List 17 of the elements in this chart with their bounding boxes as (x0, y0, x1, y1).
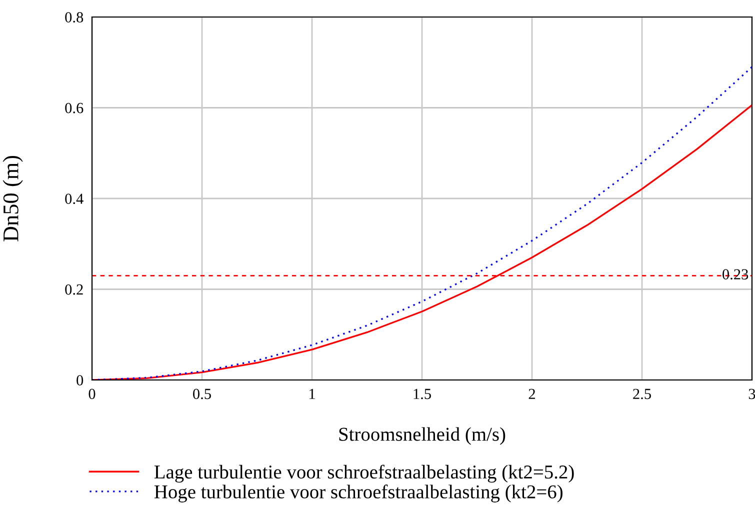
y-tick-label: 0.2 (65, 284, 83, 295)
x-tick-label: 1.5 (414, 388, 431, 400)
x-tick-label: 0 (88, 388, 96, 400)
legend-label: Lage turbulentie voor schroefstraalbelasting (kt2=5.2) (154, 464, 574, 483)
x-tick-label: 3 (748, 388, 755, 400)
y-tick-label: 0 (76, 375, 84, 386)
y-tick-label: 0.6 (65, 102, 84, 114)
x-tick-label: 0.5 (193, 388, 211, 400)
legend-label: Hoge turbulentie voor schroefstraalbelasting (kt2=6) (154, 484, 562, 502)
ref-line-label: 0.23 (722, 269, 748, 280)
x-tick-label: 2 (528, 388, 535, 399)
x-tick-label: 1 (310, 388, 315, 399)
y-axis-title: Dn50 (m) (2, 156, 23, 242)
y-tick-label: 0.8 (65, 12, 84, 23)
x-axis-title: Stroomsnelheid (m/s) (339, 427, 506, 445)
x-tick-label: 2.5 (633, 388, 651, 400)
y-tick-label: 0.4 (65, 194, 84, 204)
